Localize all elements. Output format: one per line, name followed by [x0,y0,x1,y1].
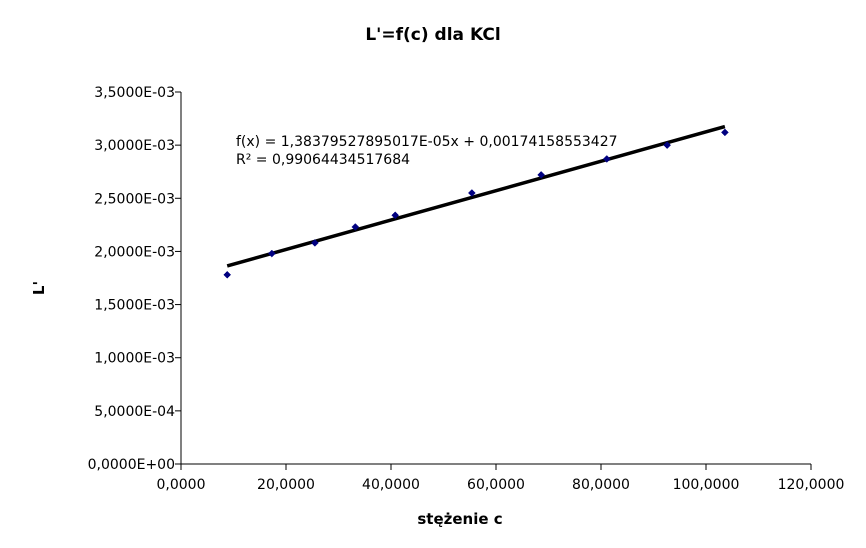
y-tick-label: 3,5000E-03 [94,85,175,101]
data-point [223,270,232,279]
x-axis-title: stężenie c [417,510,502,528]
trendline [226,124,726,268]
data-point [267,249,276,258]
y-tick-label: 3,0000E-03 [94,138,175,154]
y-tick-label: 1,0000E-03 [94,351,175,367]
data-points [223,124,729,279]
data-point [391,211,400,220]
data-point [602,155,611,163]
data-point [351,223,360,231]
y-tick-label: 0,0000E+00 [88,457,175,473]
y-tick-label: 2,0000E-03 [94,244,175,260]
data-point [467,189,476,197]
data-point [721,128,729,137]
x-tick-label: 120,0000 [778,477,845,493]
data-point [537,171,546,179]
x-tick-label: 0,0000 [157,477,206,493]
data-point [663,141,672,149]
y-axis-title: L' [30,281,48,295]
x-tick-label: 60,0000 [467,477,525,493]
trendline-equation: f(x) = 1,38379527895017E-05x + 0,0017415… [236,134,618,150]
x-tick-label: 80,0000 [572,477,630,493]
data-point [311,239,319,247]
trendline-r-squared: R² = 0,99064434517684 [236,152,410,168]
x-tick-label: 20,0000 [257,477,315,493]
axes: 0,0000E+00 5,0000E-04 1,0000E-03 1,5000E-03… [88,85,845,493]
y-tick-label: 1,5000E-03 [94,298,175,314]
y-tick-label: 2,5000E-03 [94,191,175,207]
x-tick-label: 100,0000 [673,477,740,493]
chart-title: L'=f(c) dla KCl [365,25,500,45]
y-tick-label: 5,0000E-04 [94,404,175,420]
x-tick-label: 40,0000 [362,477,420,493]
